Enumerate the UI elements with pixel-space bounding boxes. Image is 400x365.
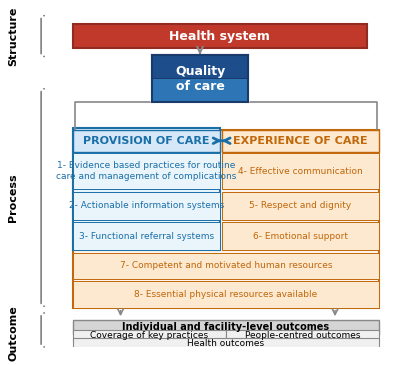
- FancyBboxPatch shape: [73, 338, 379, 350]
- FancyBboxPatch shape: [73, 330, 226, 342]
- FancyBboxPatch shape: [222, 130, 379, 151]
- FancyBboxPatch shape: [73, 153, 220, 189]
- FancyBboxPatch shape: [152, 78, 248, 102]
- Text: Health system: Health system: [170, 30, 270, 43]
- Text: Quality
of care: Quality of care: [175, 65, 225, 93]
- Text: Individual and facility-level outcomes: Individual and facility-level outcomes: [122, 322, 329, 332]
- Text: 7- Competent and motivated human resources: 7- Competent and motivated human resourc…: [120, 261, 332, 270]
- Text: 3- Functional referral systems: 3- Functional referral systems: [79, 232, 214, 241]
- Text: 1- Evidence based practices for routine
care and management of complications: 1- Evidence based practices for routine …: [56, 161, 236, 181]
- Text: 2- Actionable information systems: 2- Actionable information systems: [69, 201, 224, 210]
- Text: Coverage of key practices: Coverage of key practices: [90, 331, 208, 341]
- Text: 5- Respect and dignity: 5- Respect and dignity: [249, 201, 352, 210]
- Text: 8- Essential physical resources available: 8- Essential physical resources availabl…: [134, 290, 318, 299]
- FancyBboxPatch shape: [222, 192, 379, 220]
- Text: Structure: Structure: [8, 6, 18, 66]
- FancyBboxPatch shape: [73, 222, 220, 250]
- Text: 6- Emotional support: 6- Emotional support: [253, 232, 348, 241]
- FancyBboxPatch shape: [226, 330, 379, 342]
- FancyBboxPatch shape: [73, 253, 379, 279]
- FancyBboxPatch shape: [222, 153, 379, 189]
- Text: Process: Process: [8, 173, 18, 222]
- FancyBboxPatch shape: [73, 128, 220, 250]
- Text: PROVISION OF CARE: PROVISION OF CARE: [83, 135, 210, 146]
- FancyBboxPatch shape: [73, 24, 367, 48]
- FancyBboxPatch shape: [73, 320, 379, 334]
- FancyBboxPatch shape: [73, 130, 379, 308]
- Text: EXPERIENCE OF CARE: EXPERIENCE OF CARE: [233, 135, 368, 146]
- FancyBboxPatch shape: [73, 281, 379, 308]
- Text: 4- Effective communication: 4- Effective communication: [238, 167, 363, 176]
- FancyBboxPatch shape: [73, 130, 220, 151]
- Text: Health outcomes: Health outcomes: [187, 339, 264, 348]
- FancyBboxPatch shape: [73, 192, 220, 220]
- FancyBboxPatch shape: [152, 55, 248, 78]
- Text: People-centred outcomes: People-centred outcomes: [244, 331, 360, 341]
- FancyBboxPatch shape: [222, 222, 379, 250]
- Text: Outcome: Outcome: [8, 306, 18, 361]
